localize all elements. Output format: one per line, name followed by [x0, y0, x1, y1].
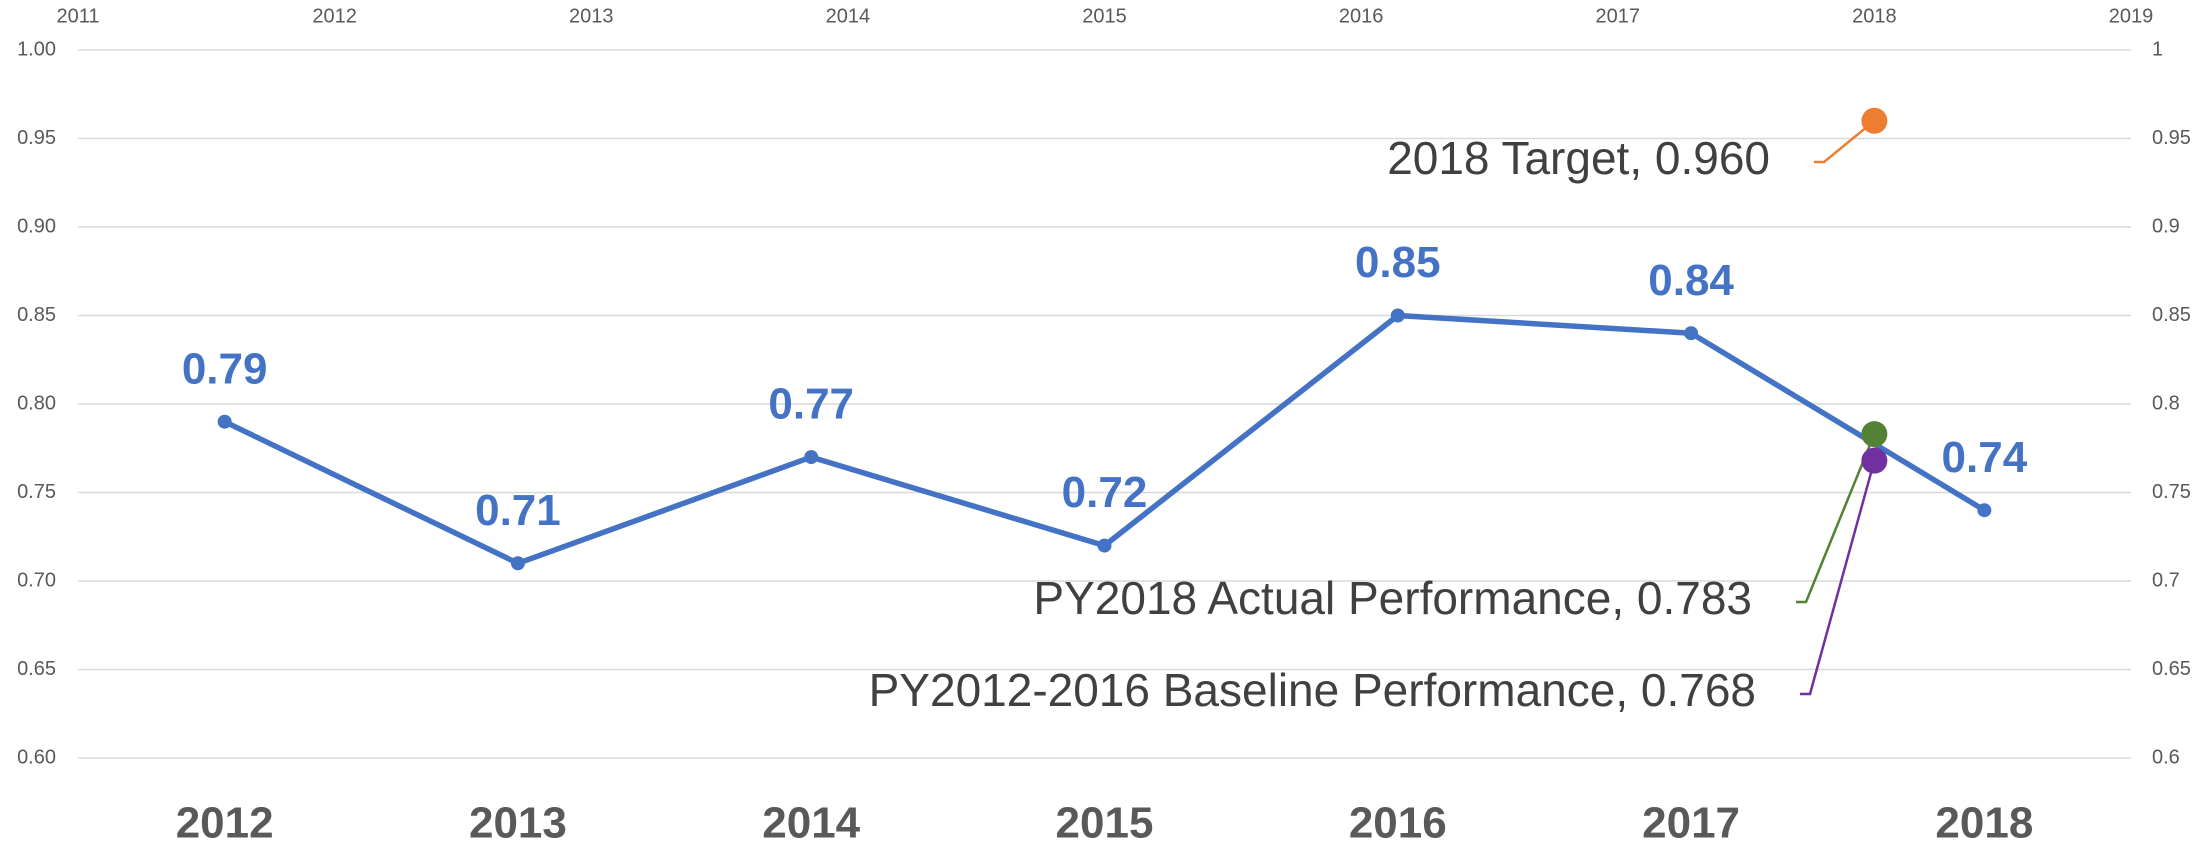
data-label: 0.72 [1062, 468, 1148, 517]
x-tick-label: 2015 [1056, 799, 1154, 844]
x2-tick-label: 2018 [1852, 5, 1897, 27]
x2-tick-label: 2019 [2109, 5, 2154, 27]
y2-tick-label: 0.6 [2152, 746, 2180, 768]
x2-tick-label: 2011 [56, 5, 99, 27]
y2-tick-label: 0.75 [2152, 481, 2191, 503]
annotation: PY2018 Actual Performance, 0.783 [1033, 572, 1752, 624]
y2-tick-label: 0.85 [2152, 304, 2191, 326]
y-tick-label: 0.70 [17, 569, 56, 591]
y2-tick-label: 0.65 [2152, 658, 2191, 680]
data-point [1390, 308, 1405, 323]
y-tick-label: 0.85 [17, 304, 56, 326]
x-tick-label: 2014 [762, 799, 860, 844]
x2-tick-label: 2014 [826, 5, 871, 27]
data-point [804, 450, 819, 465]
data-point [510, 556, 525, 571]
data-label: 0.74 [1942, 433, 2028, 482]
y-tick-label: 0.60 [17, 746, 56, 768]
y2-tick-label: 1 [2152, 38, 2163, 60]
x-tick-label: 2016 [1349, 799, 1447, 844]
scatter-point [1861, 447, 1888, 474]
data-point [217, 414, 232, 429]
y2-tick-label: 0.9 [2152, 215, 2180, 237]
data-point [1977, 503, 1992, 518]
data-point [1097, 538, 1112, 553]
x-tick-label: 2013 [469, 799, 567, 844]
leader-line [1796, 433, 1876, 604]
leader-line [1814, 119, 1876, 164]
annotation: 2018 Target, 0.960 [1387, 132, 1770, 184]
data-label: 0.77 [768, 380, 854, 429]
x-tick-label: 2012 [176, 799, 274, 844]
scatter-point [1861, 421, 1888, 448]
y-tick-label: 0.80 [17, 392, 56, 414]
leader-line [1800, 460, 1876, 696]
x-tick-label: 2018 [1935, 799, 2033, 844]
x2-tick-label: 2016 [1339, 5, 1384, 27]
data-label: 0.71 [475, 486, 561, 535]
y2-tick-label: 0.95 [2152, 127, 2191, 149]
x2-tick-label: 2015 [1082, 5, 1127, 27]
scatter-point [1861, 107, 1888, 134]
y2-tick-label: 0.7 [2152, 569, 2180, 591]
y-tick-label: 0.90 [17, 215, 56, 237]
x-tick-label: 2017 [1642, 799, 1740, 844]
annotation: PY2012-2016 Baseline Performance, 0.768 [869, 664, 1756, 716]
y-tick-label: 0.95 [17, 127, 56, 149]
y2-tick-label: 0.8 [2152, 392, 2180, 414]
x2-tick-label: 2017 [1596, 5, 1641, 27]
data-label: 0.79 [182, 344, 268, 393]
data-label: 0.85 [1355, 238, 1441, 287]
data-point [1684, 326, 1699, 341]
data-label: 0.84 [1648, 256, 1734, 305]
y-tick-label: 0.75 [17, 481, 56, 503]
x2-tick-label: 2013 [569, 5, 614, 27]
x2-tick-label: 2012 [312, 5, 357, 27]
y-tick-label: 1.00 [17, 38, 56, 60]
y-tick-label: 0.65 [17, 658, 56, 680]
